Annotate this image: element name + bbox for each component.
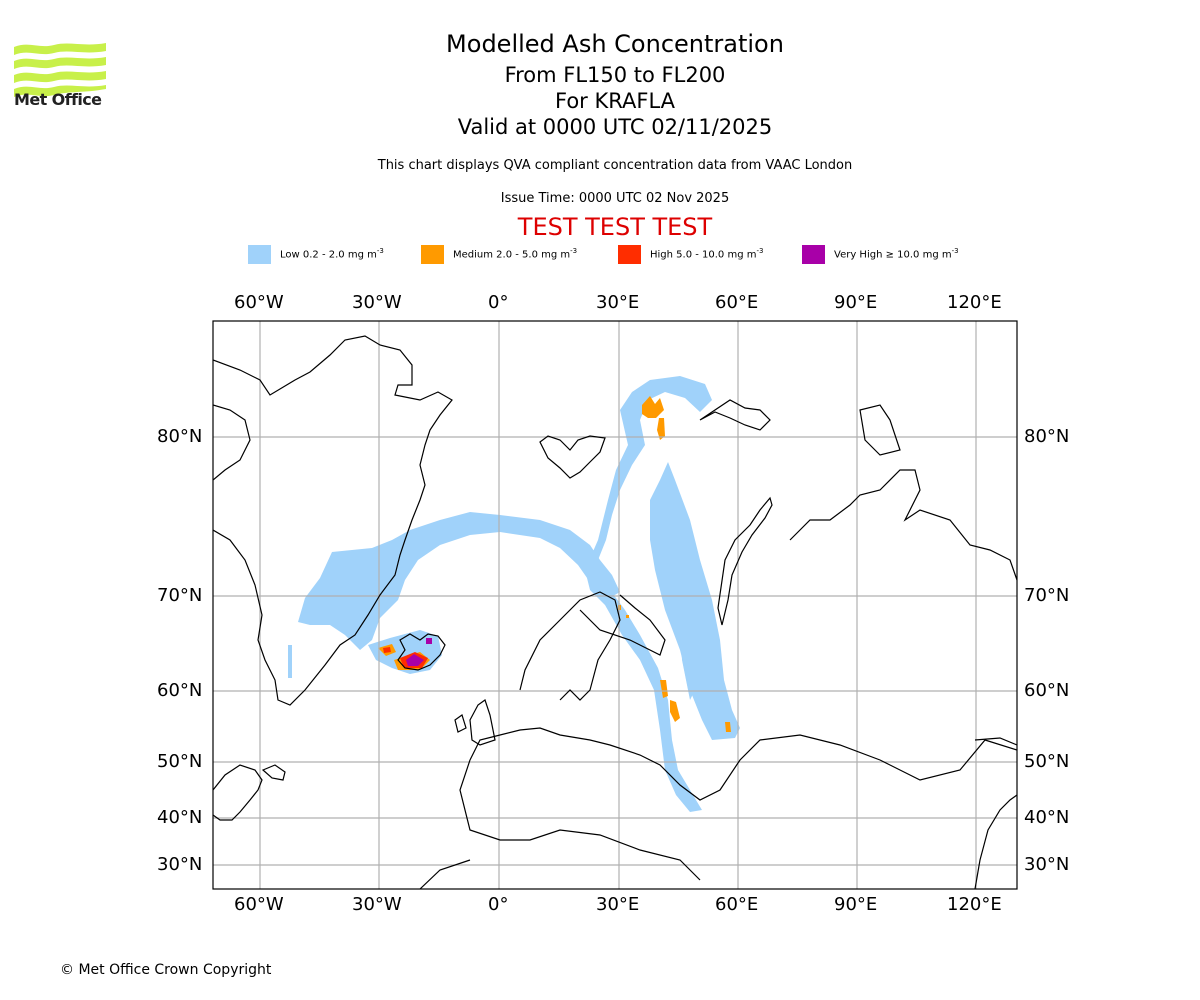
ash-low-region (288, 376, 740, 812)
legend-swatch-very-high (802, 244, 825, 264)
ash-very-high-region (406, 638, 432, 666)
legend-label-medium: Medium 2.0 - 5.0 mg m (453, 249, 571, 261)
map-frame (212, 320, 1018, 890)
lat-label-left-80n: 80°N (157, 426, 203, 447)
lat-label-left-40n: 40°N (157, 807, 203, 828)
graticule (213, 321, 1017, 889)
met-office-logo-text: Met Office (14, 90, 102, 109)
lon-label-bottom-120e: 120°E (947, 894, 1002, 915)
test-banner: TEST TEST TEST (517, 213, 713, 241)
lon-label-top-60e: 60°E (715, 292, 759, 313)
lon-label-top-90e: 90°E (834, 292, 878, 313)
issue-time: Issue Time: 0000 UTC 02 Nov 2025 (500, 191, 730, 206)
lon-label-bottom-60w: 60°W (234, 894, 284, 915)
coastlines (213, 335, 1017, 889)
chart-description: This chart displays QVA compliant concen… (377, 158, 853, 173)
lat-label-right-80n: 80°N (1024, 426, 1070, 447)
legend-item-medium: Medium 2.0 - 5.0 mg m-3 (421, 244, 577, 264)
valid-time: Valid at 0000 UTC 02/11/2025 (457, 115, 773, 139)
lon-label-top-120e: 120°E (947, 292, 1002, 313)
lon-label-bottom-0: 0° (488, 894, 509, 915)
met-office-logo-icon (14, 43, 106, 97)
lon-label-bottom-30e: 30°E (596, 894, 640, 915)
lat-label-left-50n: 50°N (157, 751, 203, 772)
lon-label-bottom-90e: 90°E (834, 894, 878, 915)
lon-label-bottom-60e: 60°E (715, 894, 759, 915)
volcano-name: For KRAFLA (555, 89, 675, 113)
legend-item-high: High 5.0 - 10.0 mg m-3 (618, 244, 763, 264)
lat-label-left-70n: 70°N (157, 585, 203, 606)
lon-label-top-30e: 30°E (596, 292, 640, 313)
lon-label-top-0: 0° (488, 292, 509, 313)
lon-label-top-30w: 30°W (352, 292, 402, 313)
legend-swatch-medium (421, 244, 444, 264)
lat-label-right-40n: 40°N (1024, 807, 1070, 828)
legend-item-low: Low 0.2 - 2.0 mg m-3 (248, 244, 384, 264)
flight-level-range: From FL150 to FL200 (504, 63, 726, 87)
lat-label-right-50n: 50°N (1024, 751, 1070, 772)
legend-item-very-high: Very High ≥ 10.0 mg m-3 (802, 244, 959, 264)
lat-label-right-30n: 30°N (1024, 854, 1070, 875)
legend-swatch-low (248, 244, 271, 264)
lat-label-right-60n: 60°N (1024, 680, 1070, 701)
lat-label-left-30n: 30°N (157, 854, 203, 875)
lon-label-top-60w: 60°W (234, 292, 284, 313)
legend-label-high: High 5.0 - 10.0 mg m (650, 249, 757, 261)
lat-label-right-70n: 70°N (1024, 585, 1070, 606)
chart-title: Modelled Ash Concentration (446, 30, 784, 58)
lat-label-left-60n: 60°N (157, 680, 203, 701)
legend-label-very-high: Very High ≥ 10.0 mg m (834, 249, 952, 261)
legend-swatch-high (618, 244, 641, 264)
legend-label-low: Low 0.2 - 2.0 mg m (280, 249, 377, 261)
lon-label-bottom-30w: 30°W (352, 894, 402, 915)
copyright-notice: © Met Office Crown Copyright (60, 962, 272, 978)
